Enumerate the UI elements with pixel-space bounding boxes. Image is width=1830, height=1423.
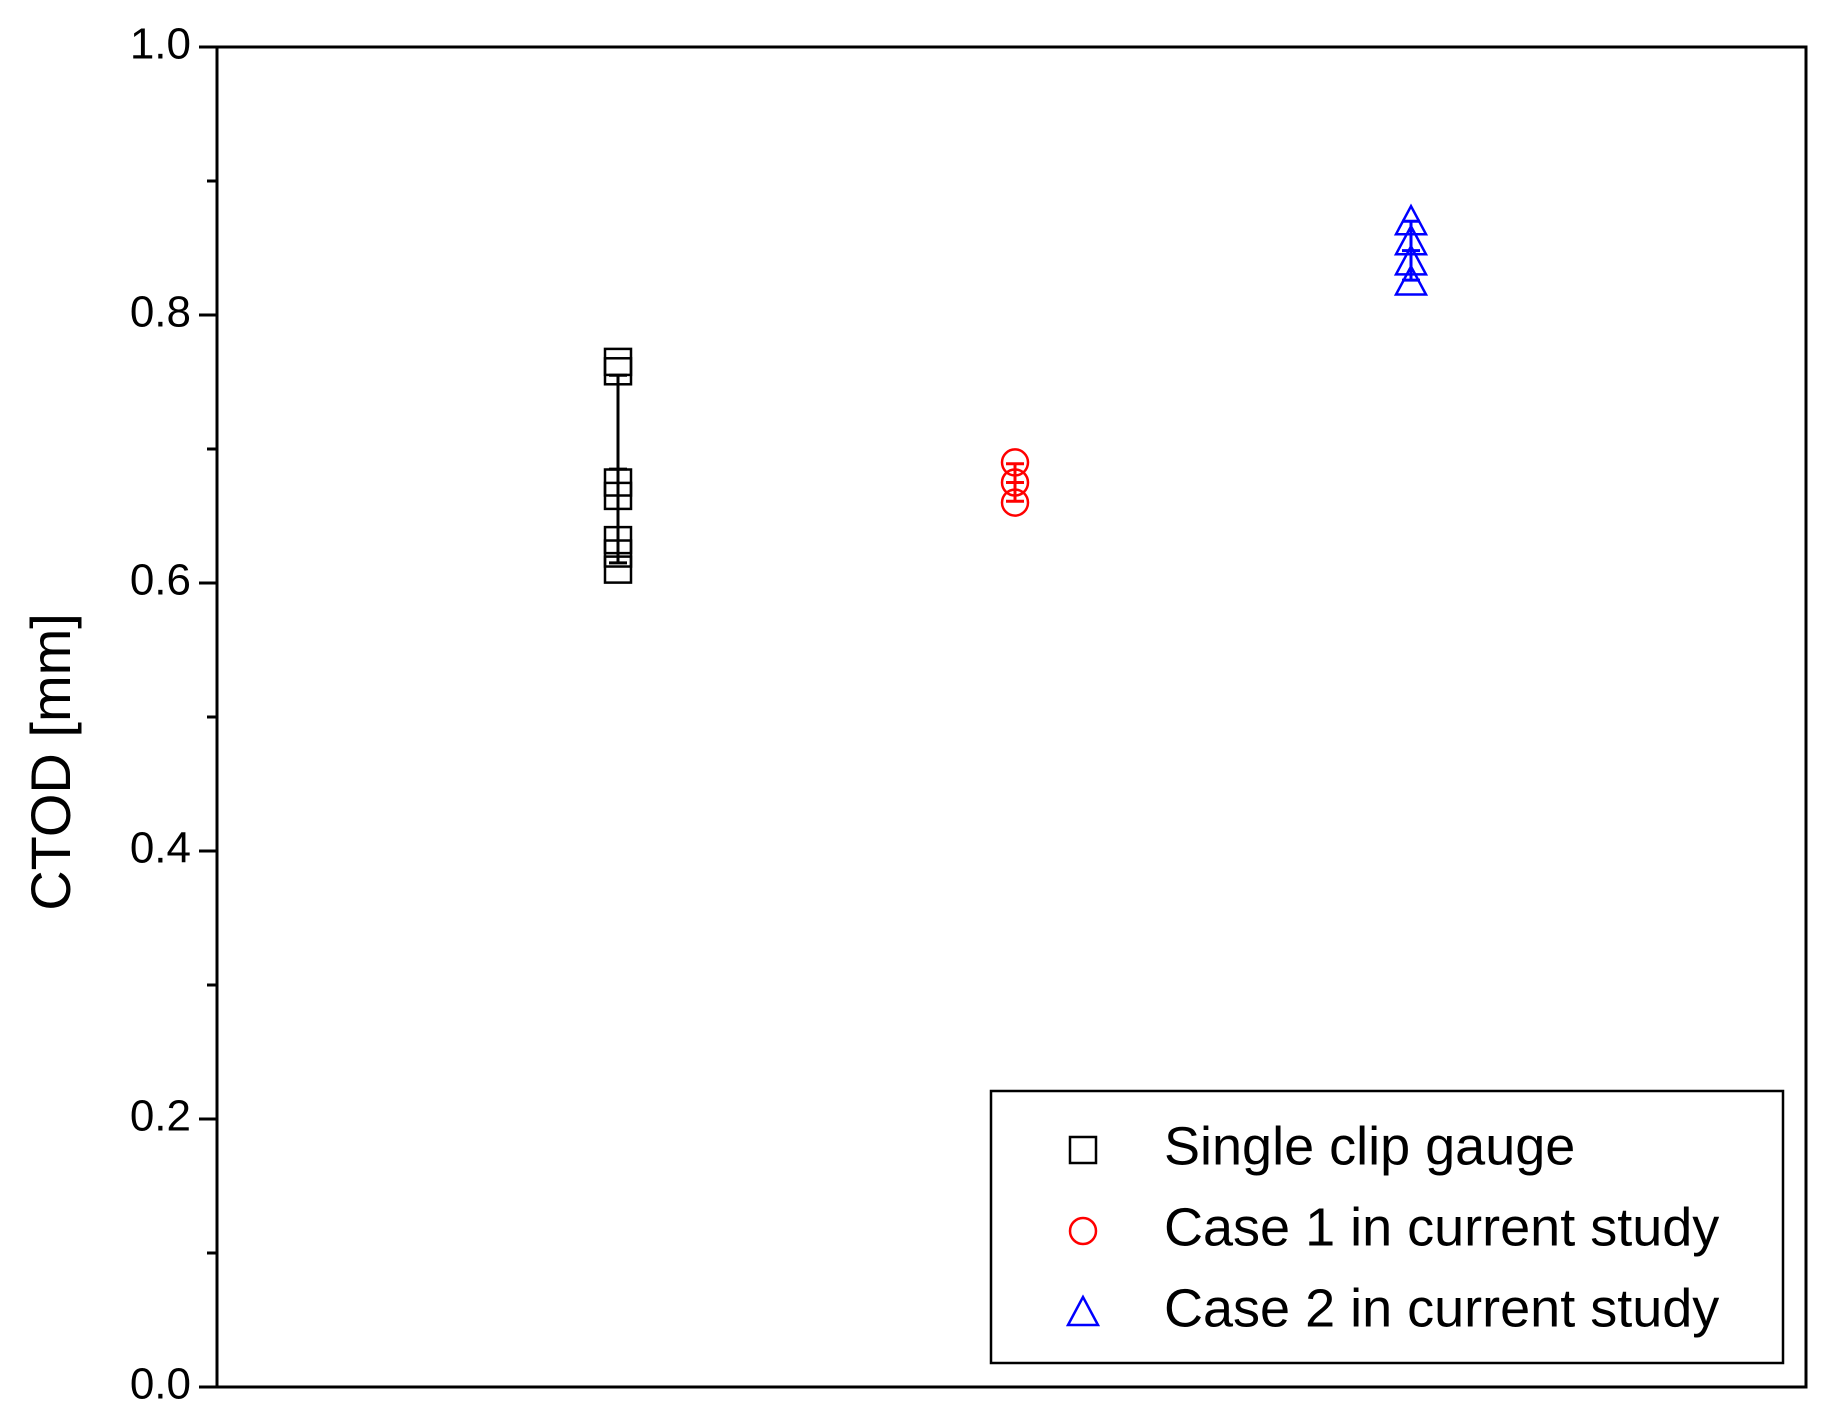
legend-label: Single clip gauge bbox=[1164, 1116, 1575, 1176]
point bbox=[603, 539, 633, 568]
legend-label: Case 2 in current study bbox=[1164, 1278, 1719, 1338]
legend-marker bbox=[1068, 1135, 1098, 1165]
point bbox=[603, 481, 633, 511]
point bbox=[603, 357, 633, 386]
y-tick-label: 0.2 bbox=[130, 1092, 191, 1141]
y-tick-label: 0.0 bbox=[130, 1360, 191, 1409]
y-tick-label: 0.8 bbox=[130, 288, 191, 337]
legend-box bbox=[989, 1089, 1785, 1365]
y-axis-label: CTOD [mm] bbox=[19, 613, 82, 911]
point bbox=[1393, 243, 1429, 276]
y-tick-label: 0.4 bbox=[130, 824, 191, 873]
y-tick-label: 1.0 bbox=[130, 20, 191, 69]
legend-marker bbox=[1068, 1216, 1098, 1246]
point bbox=[1000, 448, 1030, 477]
point bbox=[603, 347, 633, 377]
point bbox=[1393, 203, 1429, 236]
point bbox=[1000, 468, 1030, 497]
point bbox=[603, 555, 633, 584]
y-tick-label: 0.6 bbox=[130, 556, 191, 605]
legend-label: Case 1 in current study bbox=[1164, 1197, 1719, 1257]
point bbox=[1393, 263, 1429, 296]
point bbox=[1393, 223, 1429, 256]
legend-marker bbox=[1065, 1294, 1101, 1327]
point bbox=[1000, 488, 1030, 517]
